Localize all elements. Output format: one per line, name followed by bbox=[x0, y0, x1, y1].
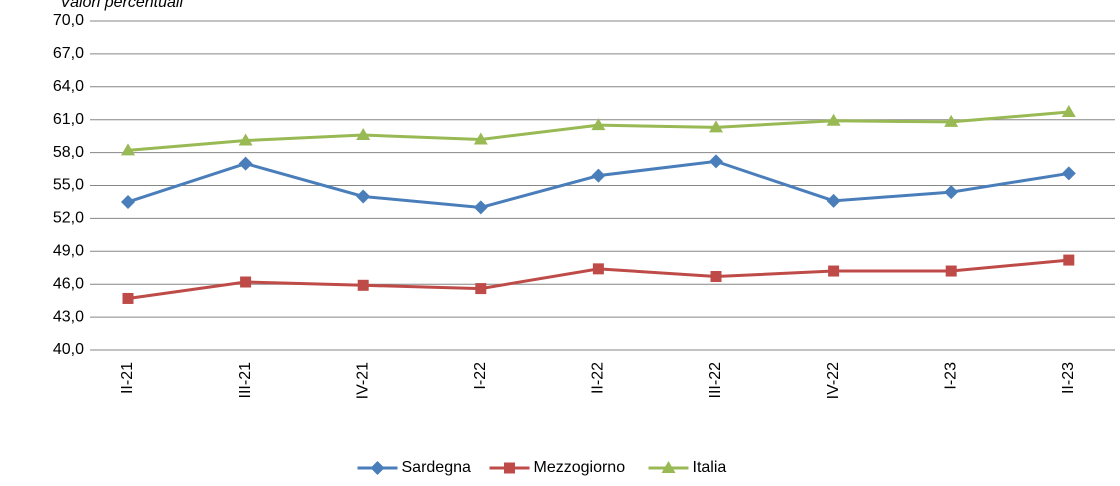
marker bbox=[1061, 166, 1076, 181]
series-line bbox=[127, 159, 1070, 209]
x-tick-label: II-23 bbox=[1060, 362, 1077, 394]
marker bbox=[240, 276, 252, 288]
x-tick-label: II-22 bbox=[590, 362, 607, 394]
marker bbox=[591, 168, 606, 183]
marker bbox=[473, 200, 488, 215]
y-tick-label: 52,0 bbox=[53, 210, 84, 227]
marker bbox=[710, 271, 722, 283]
marker bbox=[828, 265, 840, 277]
y-tick-label: 49,0 bbox=[53, 243, 84, 260]
marker bbox=[121, 194, 135, 209]
x-tick-label: IV-21 bbox=[354, 362, 371, 399]
marker bbox=[370, 461, 385, 475]
y-tick-label: 43,0 bbox=[53, 308, 84, 325]
marker bbox=[122, 292, 134, 304]
legend-label: Mezzogiorno bbox=[534, 459, 626, 476]
legend-label: Sardegna bbox=[402, 459, 471, 476]
x-tick-label: III-21 bbox=[237, 362, 254, 399]
y-tick-label: 46,0 bbox=[53, 275, 84, 292]
y-tick-label: 40,0 bbox=[53, 341, 84, 358]
x-tick-label: IV-22 bbox=[825, 362, 842, 399]
marker bbox=[356, 189, 371, 204]
y-tick-label: 67,0 bbox=[53, 45, 84, 62]
y-tick-label: 70,0 bbox=[53, 12, 84, 29]
marker bbox=[238, 133, 253, 146]
marker bbox=[475, 283, 487, 295]
marker bbox=[238, 156, 253, 171]
marker bbox=[709, 154, 723, 169]
marker bbox=[1063, 254, 1075, 266]
series-line bbox=[127, 110, 1069, 152]
marker bbox=[473, 132, 488, 145]
marker bbox=[357, 279, 369, 291]
marker bbox=[504, 462, 515, 474]
marker bbox=[121, 143, 135, 156]
legend-label: Italia bbox=[693, 459, 727, 476]
chart-title: Valori percentuali bbox=[60, 0, 183, 11]
marker bbox=[945, 265, 957, 277]
y-tick-label: 55,0 bbox=[53, 177, 84, 194]
y-tick-label: 61,0 bbox=[53, 111, 84, 128]
x-tick-label: I-23 bbox=[942, 362, 959, 390]
marker bbox=[661, 461, 676, 473]
marker bbox=[356, 128, 371, 141]
marker bbox=[709, 120, 723, 133]
marker bbox=[826, 193, 841, 208]
marker bbox=[826, 113, 841, 126]
y-tick-label: 64,0 bbox=[53, 78, 84, 95]
marker bbox=[591, 118, 606, 131]
marker bbox=[944, 114, 959, 127]
x-tick-label: II-21 bbox=[119, 362, 136, 394]
marker bbox=[1061, 105, 1076, 118]
x-tick-label: I-22 bbox=[472, 362, 489, 390]
marker bbox=[592, 263, 604, 275]
x-tick-label: III-22 bbox=[707, 362, 724, 399]
marker bbox=[944, 185, 959, 200]
y-tick-label: 58,0 bbox=[53, 144, 84, 161]
